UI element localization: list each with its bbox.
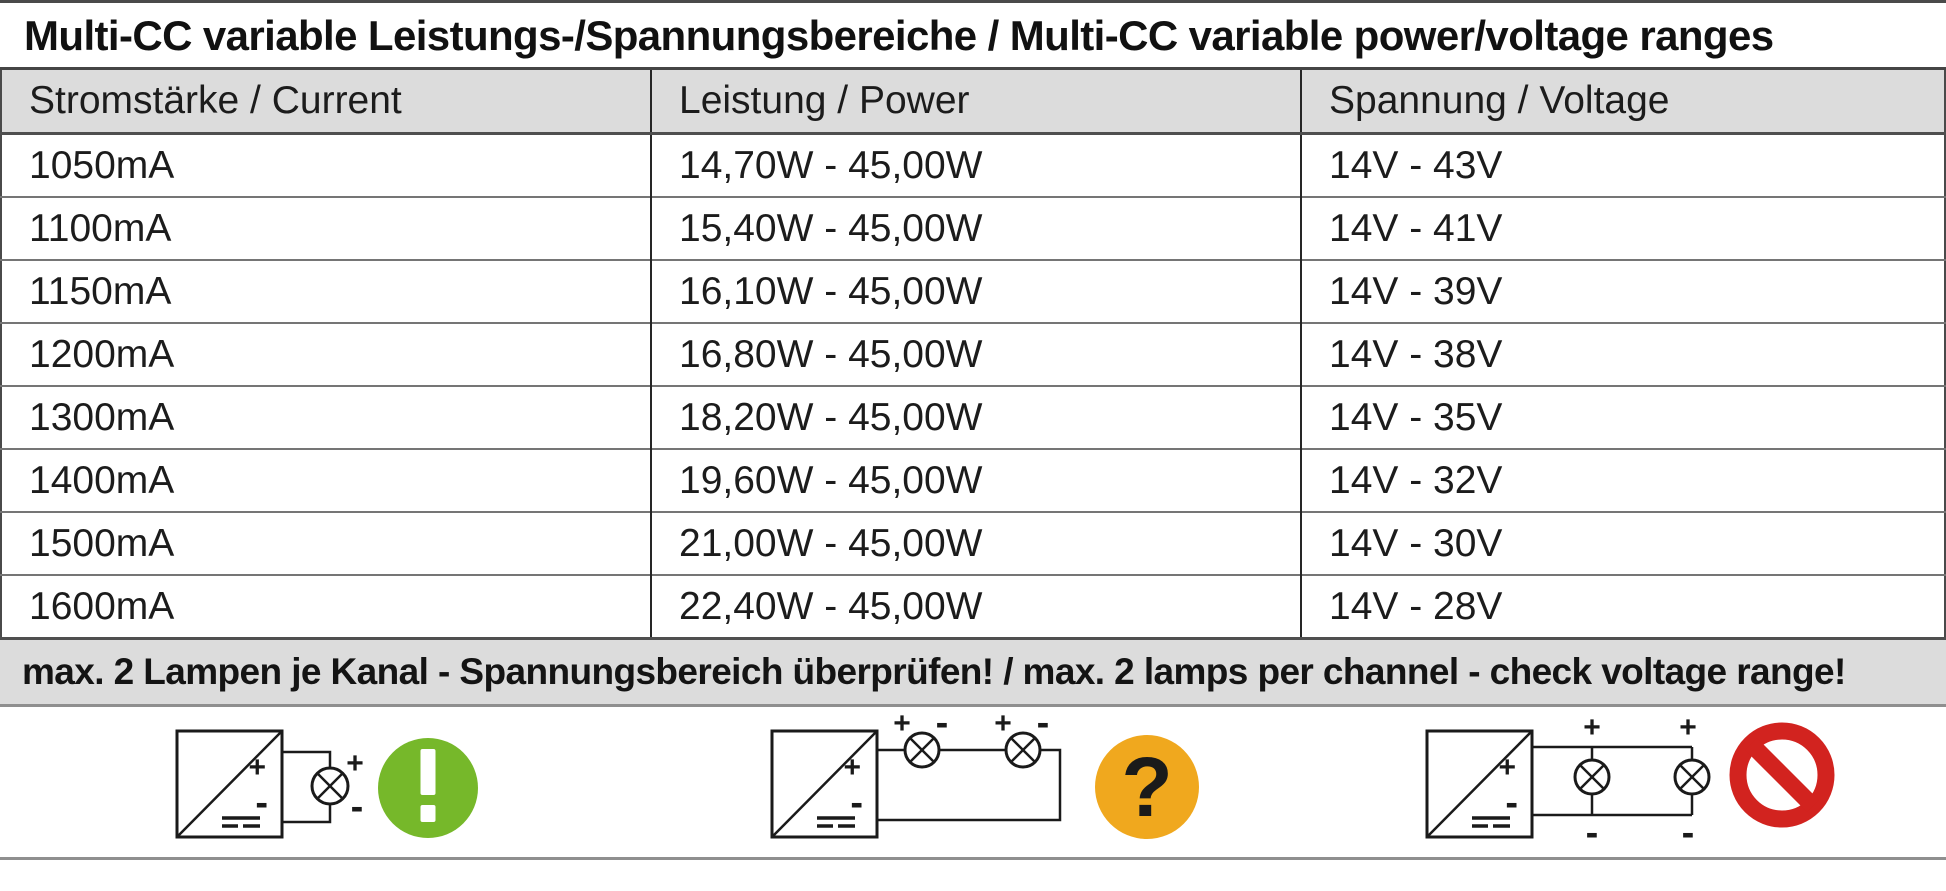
wiring-diagrams: + - + - [0, 702, 1946, 860]
svg-text:+: + [893, 707, 911, 740]
voltage-cell: 14V - 38V [1300, 322, 1945, 386]
voltage-cell: 14V - 35V [1300, 385, 1945, 449]
power-cell: 15,40W - 45,00W [650, 196, 1301, 260]
lamp-icon [1673, 758, 1711, 796]
current-cell: 1050mA [1, 133, 651, 197]
lamp-icon [310, 766, 350, 806]
svg-text:+: + [346, 747, 364, 780]
current-cell: 1300mA [1, 385, 651, 449]
power-voltage-table: Stromstärke / Current Leistung / Power S… [0, 67, 1946, 637]
svg-text:-: - [1586, 812, 1599, 854]
series-lamps-diagram: + - + - + - ? [770, 702, 1199, 839]
power-cell: 21,00W - 45,00W [650, 511, 1301, 575]
power-cell: 18,20W - 45,00W [650, 385, 1301, 449]
svg-text:+: + [1583, 711, 1601, 744]
svg-text:+: + [1679, 711, 1697, 744]
led-driver-icon: + - [175, 729, 284, 839]
led-driver-icon: + - [1425, 729, 1534, 839]
column-header-power: Leistung / Power [650, 68, 1301, 135]
current-cell: 1400mA [1, 448, 651, 512]
svg-text:+: + [248, 751, 266, 784]
page-title: Multi-CC variable Leistungs-/Spannungsbe… [24, 12, 1774, 59]
table-row: 1500mA 21,00W - 45,00W 14V - 30V [1, 511, 1945, 575]
question-mark-icon: ? [1095, 735, 1199, 839]
column-header-voltage: Spannung / Voltage [1300, 68, 1945, 135]
column-header-current: Stromstärke / Current [1, 68, 651, 135]
svg-text:+: + [843, 751, 861, 784]
power-cell: 19,60W - 45,00W [650, 448, 1301, 512]
voltage-cell: 14V - 41V [1300, 196, 1945, 260]
svg-text:-: - [351, 786, 364, 828]
svg-text:-: - [1037, 702, 1050, 744]
lamp-icon [1573, 758, 1611, 796]
voltage-cell: 14V - 39V [1300, 259, 1945, 323]
voltage-cell: 14V - 32V [1300, 448, 1945, 512]
power-cell: 16,80W - 45,00W [650, 322, 1301, 386]
power-cell: 14,70W - 45,00W [650, 133, 1301, 197]
table-header-row: Stromstärke / Current Leistung / Power S… [1, 68, 1945, 135]
current-cell: 1600mA [1, 574, 651, 637]
current-cell: 1150mA [1, 259, 651, 323]
svg-text:?: ? [1121, 740, 1172, 834]
current-cell: 1500mA [1, 511, 651, 575]
svg-text:-: - [1505, 782, 1518, 824]
table-row: 1100mA 15,40W - 45,00W 14V - 41V [1, 196, 1945, 260]
table-row: 1300mA 18,20W - 45,00W 14V - 35V [1, 385, 1945, 449]
table-row: 1050mA 14,70W - 45,00W 14V - 43V [1, 133, 1945, 197]
voltage-cell: 14V - 43V [1300, 133, 1945, 197]
svg-text:-: - [936, 702, 949, 744]
warning-banner: max. 2 Lampen je Kanal - Spannungsbereic… [0, 637, 1946, 707]
parallel-lamps-diagram: + - + + - [1425, 711, 1835, 854]
lamp-icon [1004, 731, 1042, 769]
voltage-cell: 14V - 30V [1300, 511, 1945, 575]
lamp-icon [903, 731, 941, 769]
table-row: 1150mA 16,10W - 45,00W 14V - 39V [1, 259, 1945, 323]
led-driver-icon: + - [770, 729, 879, 839]
single-lamp-diagram: + - + - [175, 729, 478, 839]
svg-text:-: - [850, 782, 863, 824]
svg-text:-: - [255, 782, 268, 824]
table-row: 1200mA 16,80W - 45,00W 14V - 38V [1, 322, 1945, 386]
current-cell: 1100mA [1, 196, 651, 260]
svg-text:-: - [1682, 812, 1695, 854]
table-row: 1400mA 19,60W - 45,00W 14V - 32V [1, 448, 1945, 512]
prohibited-icon [1729, 722, 1835, 828]
power-cell: 22,40W - 45,00W [650, 574, 1301, 637]
voltage-cell: 14V - 28V [1300, 574, 1945, 637]
svg-text:+: + [994, 707, 1012, 740]
current-cell: 1200mA [1, 322, 651, 386]
svg-text:+: + [1498, 751, 1516, 784]
ok-exclamation-icon [378, 738, 478, 838]
table-row: 1600mA 22,40W - 45,00W 14V - 28V [1, 574, 1945, 637]
power-cell: 16,10W - 45,00W [650, 259, 1301, 323]
